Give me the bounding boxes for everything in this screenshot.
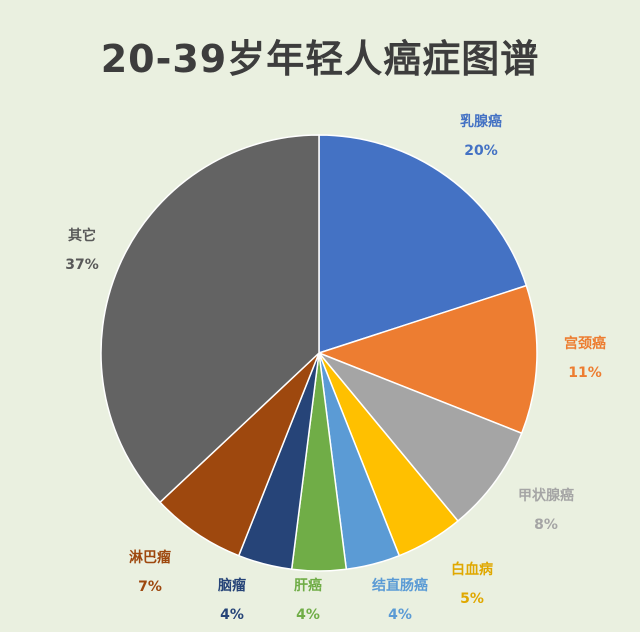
slice-value-1: 11% [568, 365, 602, 381]
slice-label-5: 肝癌 [294, 577, 322, 594]
chart-title: 20-39岁年轻人癌症图谱 [100, 37, 540, 81]
slice-value-2: 8% [534, 517, 558, 533]
slice-value-0: 20% [464, 143, 498, 159]
slice-label-2: 甲状腺癌 [518, 487, 574, 504]
slice-value-6: 4% [220, 607, 244, 623]
pie-slices [100, 134, 538, 572]
slice-value-3: 5% [460, 591, 484, 607]
slice-label-8: 其它 [68, 227, 96, 244]
pie-slice-0 [318, 134, 528, 355]
pie-slice-2 [318, 352, 523, 523]
pie-slice-1 [316, 284, 538, 435]
slice-label-6: 脑瘤 [218, 577, 246, 594]
slice-label-3: 白血病 [451, 561, 493, 578]
slice-label-1: 宫颈癌 [564, 335, 606, 352]
slice-label-0: 乳腺癌 [460, 113, 502, 130]
slice-value-5: 4% [296, 607, 320, 623]
slice-value-4: 4% [388, 607, 412, 623]
slice-value-7: 7% [138, 579, 162, 595]
slice-label-7: 淋巴瘤 [129, 549, 171, 566]
pie-slice-8 [100, 134, 320, 504]
pie-labels: 乳腺癌 20% 宫颈癌 11% 甲状腺癌 8% 白血病 5% 结直肠癌 4% 肝癌 4% 脑瘤 4% 淋巴瘤… [65, 113, 606, 623]
slice-label-4: 结直肠癌 [372, 577, 428, 594]
slice-value-8: 37% [65, 257, 99, 273]
